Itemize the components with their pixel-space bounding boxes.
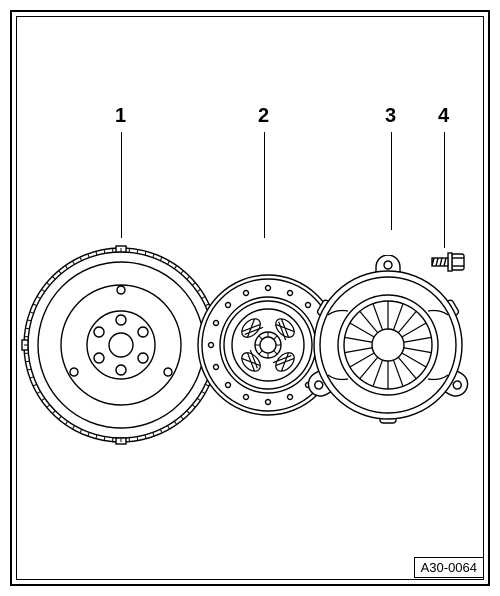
callout-4: 4	[438, 105, 449, 128]
pressure-plate	[298, 255, 478, 435]
reference-id-box: A30-0064	[414, 557, 484, 578]
bolt	[428, 248, 468, 276]
leader-3	[391, 132, 392, 230]
reference-id-text: A30-0064	[421, 560, 477, 575]
leader-1	[121, 132, 122, 238]
leader-4	[444, 132, 445, 248]
leader-2	[264, 132, 265, 238]
callout-1: 1	[115, 105, 126, 128]
callout-3: 3	[385, 105, 396, 128]
callout-2: 2	[258, 105, 269, 128]
